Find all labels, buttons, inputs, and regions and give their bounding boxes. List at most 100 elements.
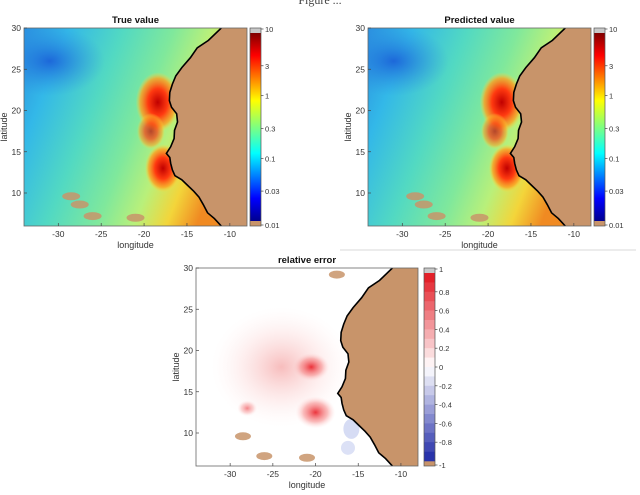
colorbar-tick-label: 0 <box>439 363 443 372</box>
x-tick-label: -25 <box>95 229 108 239</box>
negative-error-region <box>343 418 360 439</box>
missing-data-patch <box>406 192 425 201</box>
missing-data-patch <box>70 200 89 209</box>
colorbar-tick-label: 0.6 <box>439 307 449 316</box>
colorbar-tick-label: 3 <box>265 62 269 71</box>
colorbar-tick-label: 1 <box>609 92 613 101</box>
y-axis-label: latitude <box>343 112 353 141</box>
colorbar-step <box>424 338 435 349</box>
upwelling-region <box>136 113 165 150</box>
x-tick-label: -30 <box>52 229 65 239</box>
y-tick-label: 20 <box>12 106 22 116</box>
x-tick-label: -25 <box>267 469 280 479</box>
colorbar-step <box>424 320 435 330</box>
colorbar-frame <box>249 27 262 227</box>
y-tick-label: 10 <box>356 188 366 198</box>
colorbar-tick-label: 1 <box>265 92 269 101</box>
colorbar-step <box>424 310 435 321</box>
colorbar-step <box>424 423 435 434</box>
colorbar-cap-top <box>250 28 261 33</box>
colorbar-tick-label: 0.01 <box>609 221 624 230</box>
missing-data-patch <box>299 453 315 462</box>
land-mass <box>510 28 591 226</box>
chart-title: Predicted value <box>444 15 514 26</box>
heatmap-field <box>368 28 591 226</box>
y-axis-label: latitude <box>0 112 9 141</box>
colorbar-step <box>424 376 435 387</box>
plot-frame <box>367 27 592 227</box>
colorbar-tick-label: -1 <box>439 461 446 470</box>
x-tick-label: -15 <box>352 469 365 479</box>
colorbar-tick-label: 0.3 <box>265 124 275 133</box>
colorbar-step <box>424 404 435 415</box>
colorbar-cap-top <box>424 268 435 273</box>
error-region <box>293 353 330 381</box>
x-axis-label: longitude <box>117 240 154 250</box>
coastline <box>336 268 393 466</box>
colorbar-step <box>424 273 435 283</box>
error-region <box>295 396 336 429</box>
x-tick-label: -15 <box>181 229 194 239</box>
colorbar-cap-bottom <box>250 221 261 226</box>
y-tick-label: 10 <box>184 428 194 438</box>
land-mass <box>166 28 247 226</box>
colorbar-tick-label: 0.03 <box>609 187 624 196</box>
missing-data-patch <box>62 192 81 201</box>
colorbar-step <box>424 357 435 368</box>
plot-frame <box>23 27 248 227</box>
missing-data-patch <box>470 213 489 222</box>
colorbar-step <box>424 432 435 443</box>
colorbar-tick-label: 10 <box>265 25 273 34</box>
colorbar-gradient <box>250 33 261 221</box>
x-tick-label: -10 <box>224 229 237 239</box>
heatmap-field <box>196 268 418 466</box>
caption-text: Figure ... <box>298 0 342 7</box>
coastline <box>165 28 222 226</box>
missing-data-patch <box>126 213 145 222</box>
colorbar-tick-label: -0.4 <box>439 401 452 410</box>
x-tick-label: -20 <box>309 469 322 479</box>
colorbar-tick-label: 0.8 <box>439 288 449 297</box>
colorbar-step <box>424 451 435 462</box>
colorbar-step <box>424 329 435 340</box>
chart-panel-1: True value -30 -25 -20 -15 -10 longitude 30 25 20… <box>0 15 280 250</box>
missing-data-patch <box>83 212 102 221</box>
y-tick-label: 30 <box>184 263 194 273</box>
colorbar-frame <box>593 27 606 227</box>
missing-data-patch <box>234 432 251 441</box>
x-tick-label: -20 <box>138 229 151 239</box>
colorbar: 10 3 1 0.3 0.1 0.03 0.01 <box>593 25 624 230</box>
chart-title: relative error <box>278 255 336 266</box>
colorbar-step <box>424 395 435 405</box>
colorbar-tick-label: -0.8 <box>439 438 452 447</box>
x-tick-label: -15 <box>525 229 538 239</box>
colorbar-tick-label: 3 <box>609 62 613 71</box>
colorbar-step <box>424 414 435 424</box>
colorbar-tick-label: 10 <box>609 25 617 34</box>
x-tick-label: -10 <box>568 229 581 239</box>
colorbar-tick-label: 0.2 <box>439 344 449 353</box>
y-axis-label: latitude <box>171 352 181 381</box>
chart-panel-2: Predicted value -30 -25 -20 -15 -10 longitude 3… <box>343 15 624 250</box>
y-tick-label: 20 <box>356 106 366 116</box>
negative-error-region <box>340 440 355 455</box>
y-tick-label: 10 <box>12 188 22 198</box>
low-value-region <box>368 28 449 96</box>
y-tick-label: 25 <box>12 64 22 74</box>
y-tick-label: 15 <box>184 387 194 397</box>
x-tick-label: -10 <box>395 469 408 479</box>
chart-title: True value <box>112 15 159 26</box>
colorbar-tick-label: 0.01 <box>265 221 280 230</box>
y-tick-label: 20 <box>184 346 194 356</box>
colorbar-tick-label: 0.1 <box>265 154 275 163</box>
colorbar-step <box>424 291 435 302</box>
colorbar: 1 0.8 0.6 0.4 0.2 0 -0.2 -0.4 -0.6 -0.8 -1 <box>423 265 452 470</box>
land-mass <box>337 268 418 466</box>
colorbar-step <box>424 301 435 311</box>
x-tick-label: -30 <box>224 469 237 479</box>
colorbar-tick-label: 1 <box>439 265 443 274</box>
upwelling-region <box>480 113 509 150</box>
colorbar: 10 3 1 0.3 0.1 0.03 0.01 <box>249 25 280 230</box>
x-tick-label: -20 <box>482 229 495 239</box>
